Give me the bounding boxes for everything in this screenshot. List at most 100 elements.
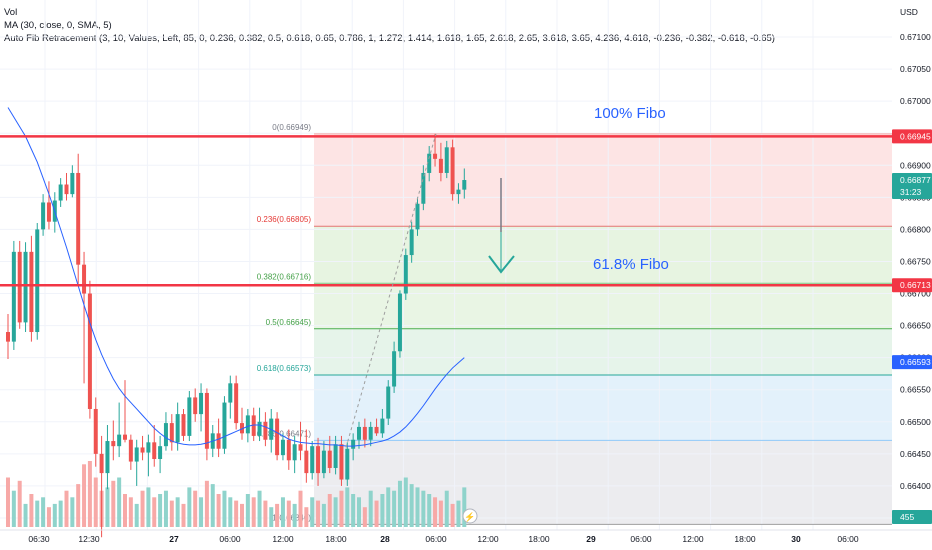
candle-body xyxy=(357,426,361,440)
y-tick: 0.67050 xyxy=(900,64,931,74)
candle-body xyxy=(339,444,344,480)
candle-body xyxy=(169,423,174,443)
candle-body xyxy=(35,229,40,333)
legend-vol: Vol xyxy=(4,7,18,18)
volume-bar xyxy=(11,490,16,527)
volume-bar xyxy=(316,500,321,527)
chart-legend: Vol MA (30, close, 0, SMA, 5) Auto Fib R… xyxy=(4,6,775,45)
volume-bar xyxy=(269,507,274,527)
volume-bar xyxy=(380,494,385,527)
fib-zone-0.618 xyxy=(314,374,892,441)
candle-body xyxy=(444,147,449,173)
candle-body xyxy=(433,153,438,159)
candle-body xyxy=(128,439,133,462)
x-tick: 27 xyxy=(169,534,179,544)
volume-bar xyxy=(140,490,145,527)
candle-body xyxy=(6,332,10,342)
price-badge xyxy=(892,510,932,524)
volume-bar xyxy=(146,487,151,527)
volume-bar xyxy=(152,497,157,527)
volume-bar xyxy=(280,497,285,527)
volume-bar xyxy=(456,500,461,527)
volume-bar xyxy=(204,480,209,527)
volume-bar xyxy=(29,494,34,527)
candle-body xyxy=(41,202,46,230)
volume-bar xyxy=(462,487,467,527)
legend-ma: MA (30, close, 0, SMA, 5) xyxy=(4,20,112,31)
fib-zone-0.236 xyxy=(314,226,892,284)
volume-bar xyxy=(427,494,432,527)
price-badge-countdown: 31:23 xyxy=(900,187,922,197)
candle-body xyxy=(327,450,332,468)
fib-label-0: 0(0.66949) xyxy=(272,123,311,132)
volume-bar xyxy=(210,484,215,527)
candle-body xyxy=(70,172,75,195)
candle-body xyxy=(368,426,373,440)
candle-body xyxy=(105,441,110,474)
price-badge-label: 455 xyxy=(900,512,914,522)
volume-bar xyxy=(310,497,315,527)
volume-bar xyxy=(82,464,87,527)
candle-body xyxy=(392,351,397,387)
volume-bar xyxy=(438,500,443,527)
volume-bar xyxy=(105,487,110,527)
candle-body xyxy=(462,180,467,190)
price-axis: USD0.671000.670500.670000.669500.669000.… xyxy=(892,0,932,550)
x-tick: 06:00 xyxy=(425,534,447,544)
candle-body xyxy=(415,203,420,230)
candle-body xyxy=(245,415,250,434)
candle-body xyxy=(251,415,256,436)
candle-body xyxy=(380,418,385,434)
volume-bar xyxy=(421,490,426,527)
x-tick: 06:00 xyxy=(837,534,859,544)
y-tick: 0.66450 xyxy=(900,449,931,459)
volume-bar xyxy=(409,484,414,527)
fib-zone-0.382 xyxy=(314,283,892,329)
volume-bar xyxy=(64,490,69,527)
volume-bar xyxy=(41,497,46,527)
volume-bar xyxy=(17,480,22,527)
candle-body xyxy=(99,453,104,474)
volume-bar xyxy=(35,500,40,527)
candle-body xyxy=(333,444,338,468)
candle-body xyxy=(304,450,309,474)
candle-body xyxy=(409,229,414,256)
candle-body xyxy=(403,255,408,294)
volume-bar xyxy=(175,497,180,527)
volume-bar xyxy=(181,503,186,527)
y-tick: 0.66800 xyxy=(900,224,931,234)
volume-bar xyxy=(286,500,291,527)
candle-body xyxy=(158,446,163,459)
candle-body xyxy=(11,251,16,342)
price-badge xyxy=(892,355,932,370)
candle-body xyxy=(58,184,63,201)
candle-body xyxy=(123,434,127,440)
fib-zone-0.5 xyxy=(314,328,892,375)
volume-bar xyxy=(374,500,379,527)
fib-zone-0 xyxy=(314,133,892,227)
candle-body xyxy=(263,421,268,440)
lightning-icon-glyph: ⚡ xyxy=(464,511,475,523)
volume-bar xyxy=(392,490,397,527)
volume-bar xyxy=(193,490,198,527)
candle-body xyxy=(222,402,227,449)
y-tick: 0.66700 xyxy=(900,289,931,299)
candle-body xyxy=(298,444,303,451)
volume-bar xyxy=(403,477,408,527)
candle-body xyxy=(175,414,180,443)
volume-bar xyxy=(321,503,326,527)
candle-body xyxy=(193,397,198,415)
annotation-100-fibo: 100% Fibo xyxy=(594,105,666,122)
candle-body xyxy=(345,448,350,480)
candle-body xyxy=(199,392,204,415)
x-tick: 18:00 xyxy=(325,534,347,544)
volume-bar xyxy=(415,487,420,527)
volume-bar xyxy=(345,487,350,527)
volume-bar xyxy=(76,484,81,527)
price-badge-label: 0.66713 xyxy=(900,280,931,290)
volume-bar xyxy=(46,507,51,527)
candle-body xyxy=(280,439,285,456)
candle-body xyxy=(152,442,157,459)
candle-body xyxy=(275,418,280,456)
